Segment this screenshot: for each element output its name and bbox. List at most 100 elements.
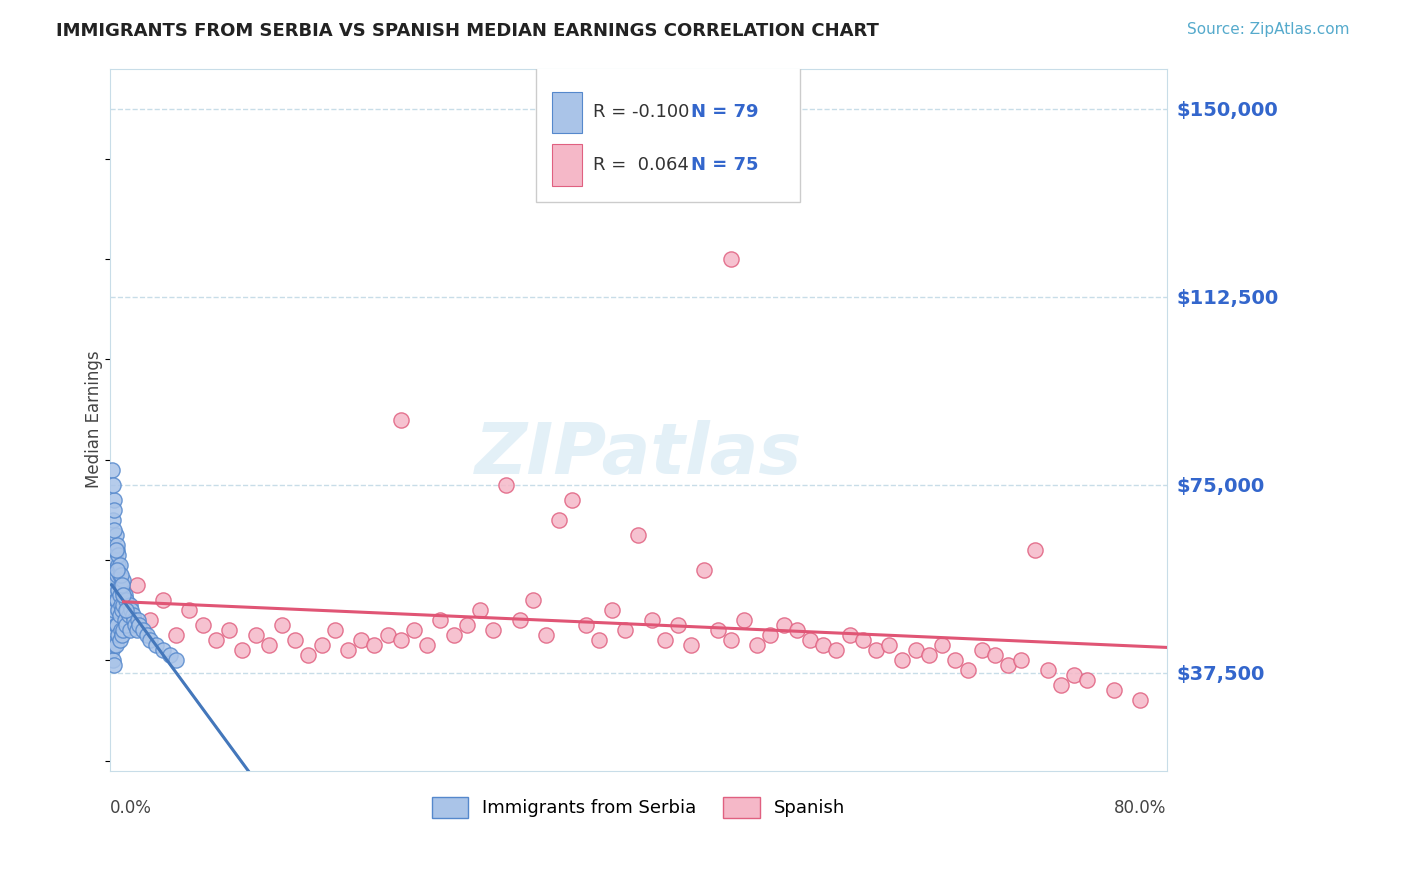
Point — [548, 513, 571, 527]
Point — [120, 624, 142, 638]
Point — [110, 568, 132, 582]
Point — [108, 633, 131, 648]
Text: 0.0%: 0.0% — [110, 799, 152, 817]
Point — [100, 463, 122, 477]
Point — [205, 633, 228, 648]
Point — [132, 624, 155, 638]
Point — [103, 638, 125, 652]
Point — [111, 628, 134, 642]
Point — [997, 658, 1019, 673]
Point — [101, 598, 124, 612]
Text: N = 79: N = 79 — [692, 103, 759, 121]
Point — [103, 503, 125, 517]
Point — [120, 603, 142, 617]
Point — [120, 598, 142, 612]
Point — [733, 613, 755, 627]
Point — [112, 624, 135, 638]
Point — [1129, 693, 1152, 707]
Point — [103, 658, 125, 673]
Point — [772, 618, 794, 632]
Point — [918, 648, 941, 663]
Point — [852, 633, 875, 648]
Point — [429, 613, 451, 627]
Point — [588, 633, 610, 648]
Point — [877, 638, 900, 652]
Point — [245, 628, 267, 642]
Point — [104, 553, 127, 567]
Point — [323, 624, 346, 638]
Point — [105, 568, 128, 582]
Point — [110, 598, 132, 612]
Point — [122, 613, 145, 627]
Point — [117, 603, 139, 617]
Point — [100, 643, 122, 657]
Text: R = -0.100: R = -0.100 — [593, 103, 689, 121]
Point — [128, 618, 150, 632]
Point — [443, 628, 465, 642]
Point — [110, 624, 132, 638]
Point — [124, 618, 146, 632]
Point — [104, 528, 127, 542]
Point — [121, 608, 143, 623]
Point — [103, 583, 125, 598]
Point — [456, 618, 478, 632]
Point — [891, 653, 914, 667]
Point — [218, 624, 240, 638]
Point — [127, 613, 149, 627]
Point — [970, 643, 993, 657]
Point — [100, 628, 122, 642]
Point — [561, 492, 583, 507]
Point — [105, 618, 128, 632]
Point — [693, 563, 716, 577]
Point — [402, 624, 425, 638]
Point — [101, 653, 124, 667]
Point — [943, 653, 966, 667]
Point — [125, 578, 148, 592]
Point — [103, 603, 125, 617]
Point — [101, 478, 124, 492]
Point — [681, 638, 703, 652]
Point — [108, 608, 131, 623]
Point — [104, 638, 127, 652]
Point — [786, 624, 808, 638]
Point — [257, 638, 280, 652]
Point — [720, 633, 742, 648]
Point — [104, 543, 127, 558]
Point — [495, 478, 517, 492]
Point — [904, 643, 927, 657]
Point — [107, 548, 129, 562]
Point — [1102, 683, 1125, 698]
Point — [931, 638, 953, 652]
Point — [720, 252, 742, 266]
Point — [336, 643, 359, 657]
Point — [416, 638, 439, 652]
Point — [706, 624, 728, 638]
Point — [104, 618, 127, 632]
Point — [600, 603, 623, 617]
Point — [468, 603, 491, 617]
Point — [101, 633, 124, 648]
Point — [747, 638, 769, 652]
Point — [1076, 673, 1098, 688]
Point — [136, 628, 159, 642]
Point — [111, 603, 134, 617]
Text: Source: ZipAtlas.com: Source: ZipAtlas.com — [1187, 22, 1350, 37]
Text: R =  0.064: R = 0.064 — [593, 156, 689, 174]
Text: ZIPatlas: ZIPatlas — [475, 420, 801, 489]
Point — [179, 603, 201, 617]
FancyBboxPatch shape — [551, 145, 582, 186]
Point — [165, 628, 187, 642]
Point — [101, 613, 124, 627]
Point — [813, 638, 835, 652]
Legend: Immigrants from Serbia, Spanish: Immigrants from Serbia, Spanish — [425, 789, 852, 825]
Point — [103, 624, 125, 638]
Point — [107, 583, 129, 598]
Point — [103, 563, 125, 577]
Point — [957, 664, 980, 678]
Point — [110, 578, 132, 592]
Point — [125, 624, 148, 638]
Point — [105, 538, 128, 552]
Point — [534, 628, 557, 642]
Point — [297, 648, 319, 663]
Point — [666, 618, 689, 632]
